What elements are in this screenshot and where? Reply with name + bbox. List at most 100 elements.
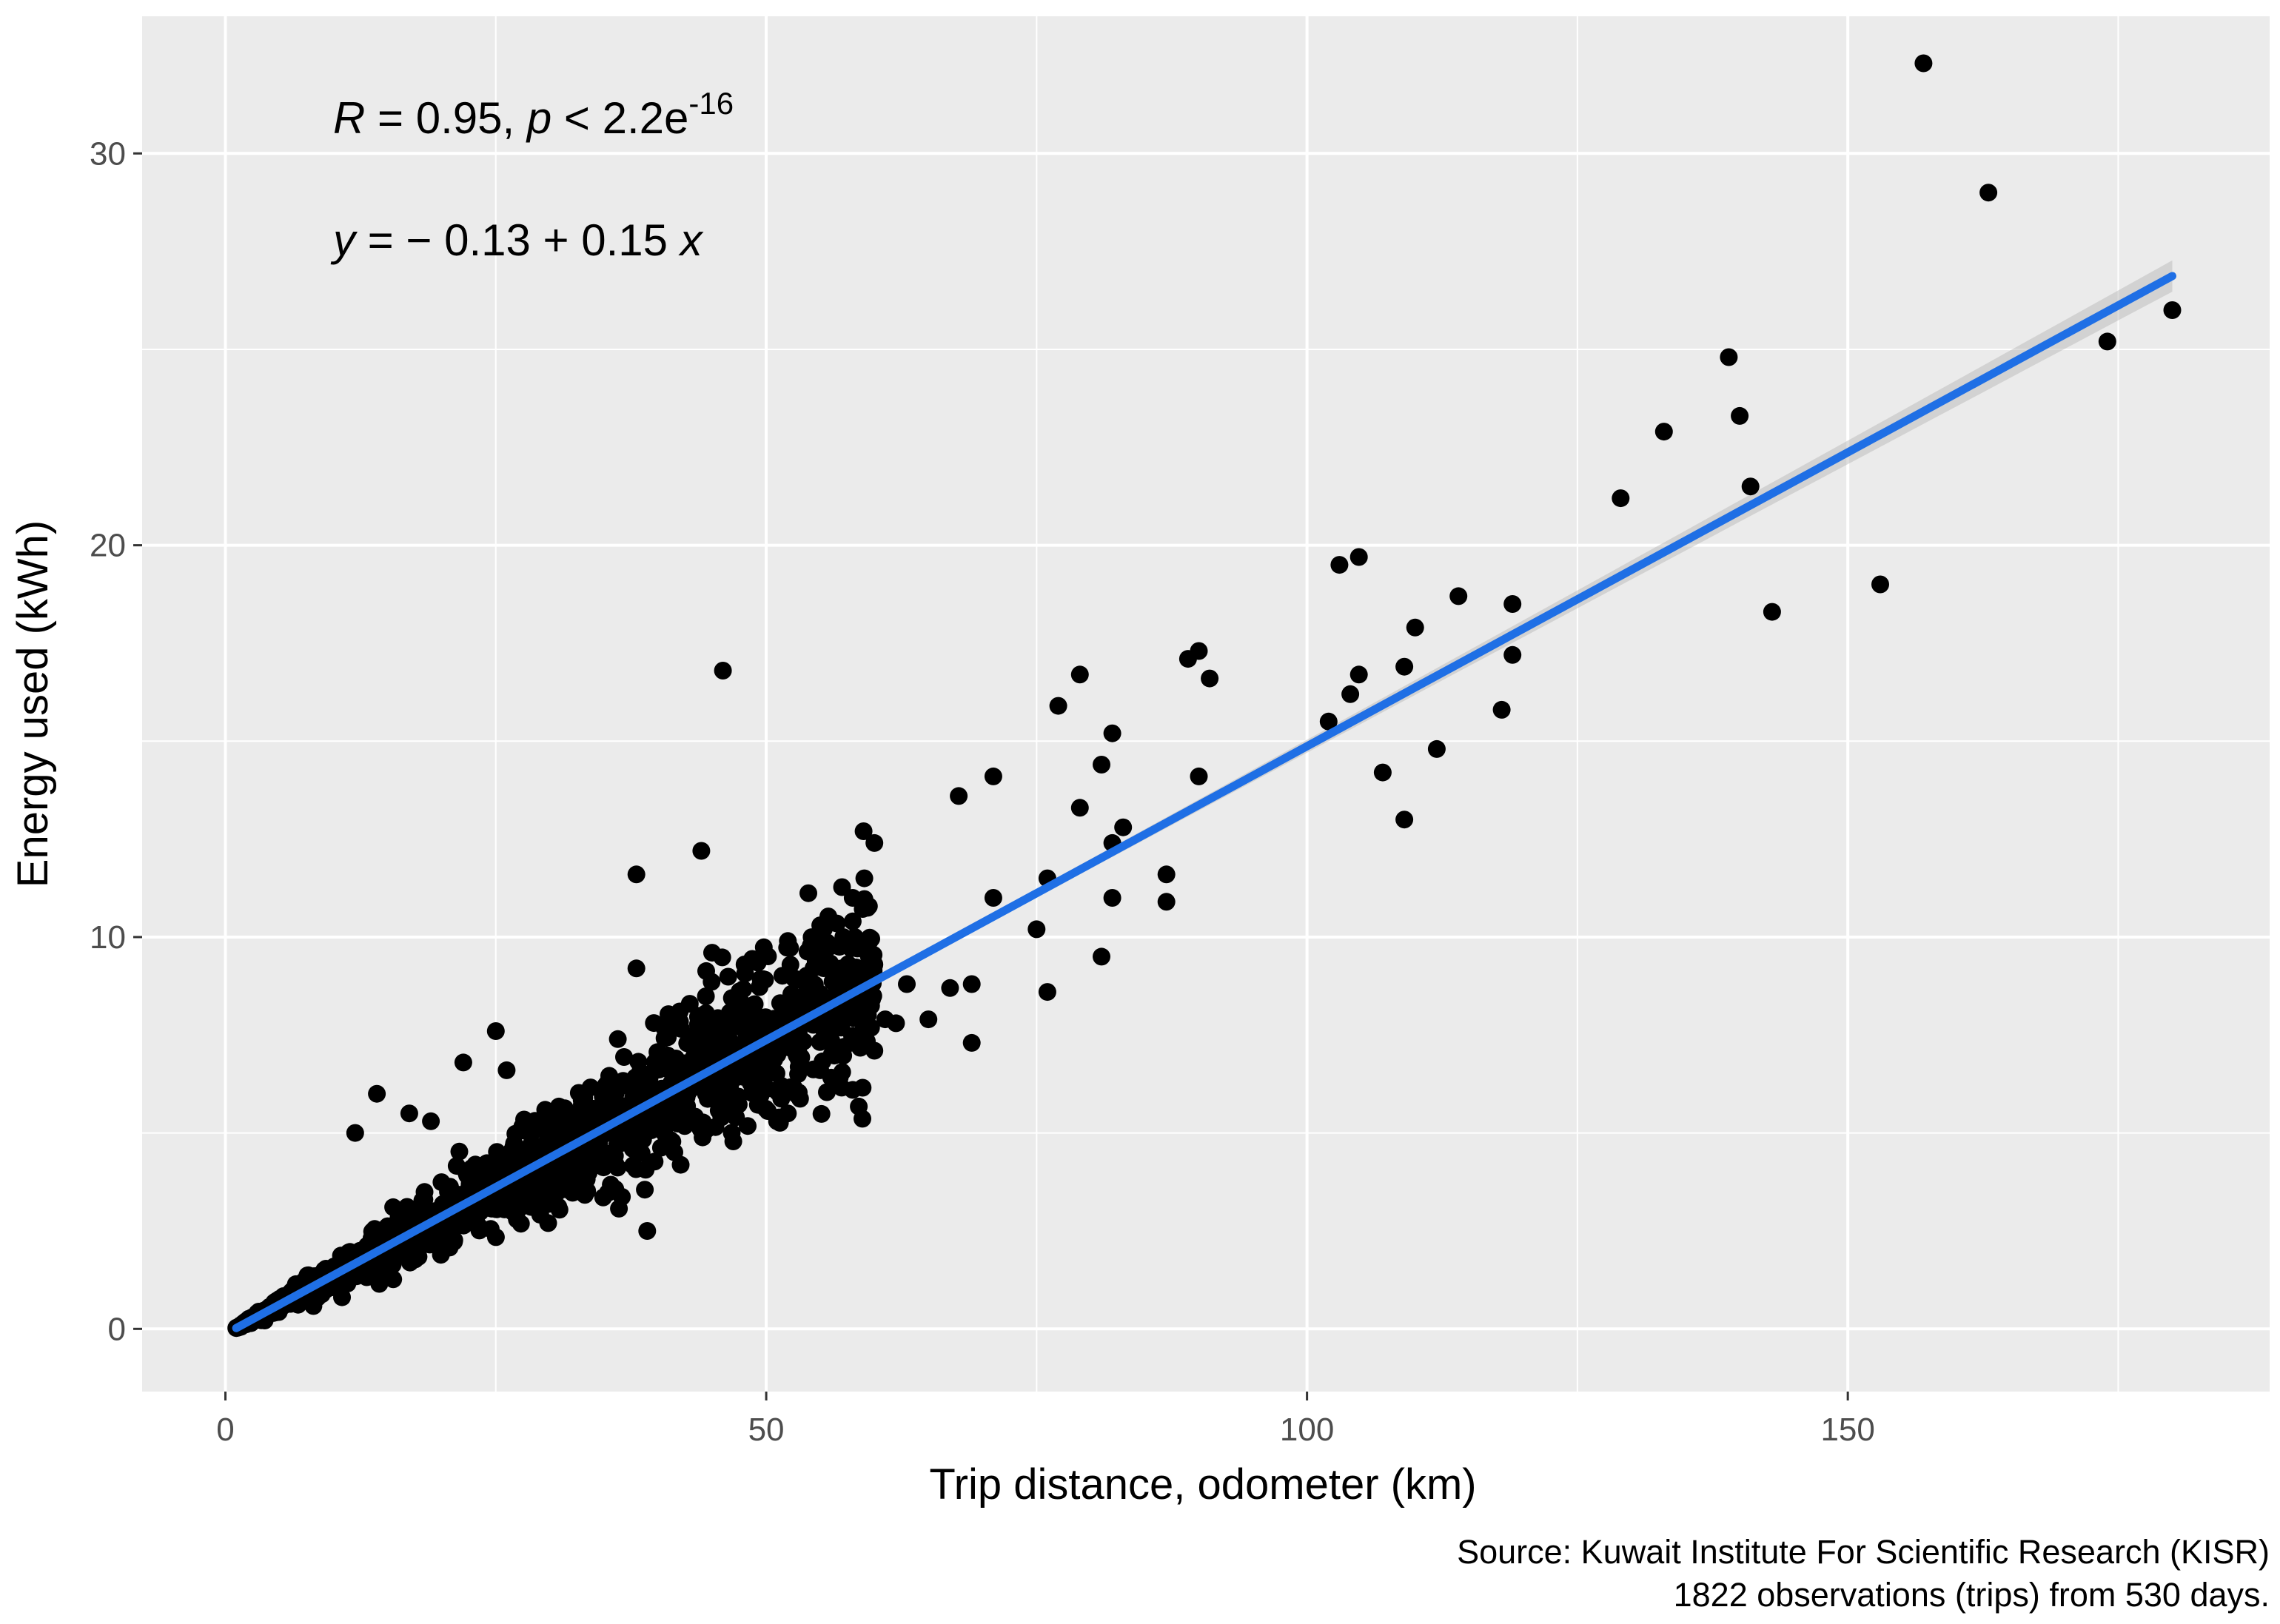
data-point — [553, 1119, 571, 1138]
p-value: < 2.2e — [551, 93, 688, 143]
data-point — [789, 1050, 808, 1068]
data-point — [754, 970, 773, 988]
data-point — [708, 1009, 727, 1027]
data-point — [432, 1246, 450, 1264]
minor-gridlines — [142, 16, 2270, 1392]
data-point — [623, 1078, 642, 1096]
data-point — [1341, 685, 1360, 703]
data-point — [796, 986, 814, 1004]
y-axis-ticks: 0 10 20 30 — [90, 135, 142, 1347]
data-point — [854, 822, 873, 840]
data-point — [1157, 893, 1176, 911]
data-point — [464, 1209, 483, 1228]
data-point — [962, 1033, 981, 1052]
data-point — [588, 1110, 606, 1128]
data-point — [703, 944, 721, 962]
data-point — [735, 956, 754, 973]
data-point — [346, 1124, 364, 1142]
data-point — [748, 1095, 767, 1114]
data-point — [512, 1215, 530, 1233]
data-point — [629, 1053, 648, 1071]
data-point — [962, 975, 981, 993]
data-point — [578, 1182, 597, 1200]
data-point — [984, 767, 1002, 785]
data-point — [610, 1199, 628, 1218]
data-point — [497, 1146, 516, 1164]
data-point — [843, 889, 862, 907]
data-point — [1449, 587, 1468, 605]
data-point — [854, 1110, 871, 1128]
data-point — [1330, 556, 1349, 574]
data-point — [731, 997, 750, 1016]
data-point — [719, 967, 737, 986]
data-point — [811, 1033, 829, 1051]
y-tick-label: 10 — [90, 919, 126, 956]
data-point — [450, 1142, 469, 1161]
data-point — [422, 1112, 440, 1130]
data-point — [400, 1249, 419, 1268]
data-point — [636, 1181, 654, 1199]
data-point — [445, 1231, 463, 1249]
data-point — [466, 1177, 484, 1195]
data-point — [542, 1164, 560, 1182]
data-point — [740, 1062, 759, 1080]
caption-source: Source: Kuwait Institute For Scientific … — [1457, 1533, 2270, 1571]
data-point — [1049, 697, 1067, 715]
data-point — [645, 1014, 663, 1033]
data-point — [1373, 763, 1392, 782]
data-point — [1871, 575, 1889, 594]
data-point — [368, 1084, 386, 1103]
data-point — [781, 956, 799, 974]
data-point — [699, 1050, 717, 1069]
x-axis-title: Trip distance, odometer (km) — [929, 1460, 1476, 1509]
x-tick-label: 100 — [1280, 1412, 1334, 1448]
data-point — [854, 999, 873, 1017]
data-point — [843, 912, 862, 930]
data-point — [398, 1208, 416, 1227]
data-point — [599, 1152, 617, 1171]
data-point — [748, 953, 767, 972]
data-point — [1349, 548, 1368, 566]
data-point — [520, 1137, 539, 1155]
data-point — [627, 865, 646, 884]
data-point — [606, 1180, 625, 1198]
data-point — [714, 662, 732, 680]
data-point — [941, 979, 959, 997]
data-point — [731, 982, 749, 1001]
data-point — [859, 899, 876, 917]
data-point — [579, 1150, 597, 1169]
data-point — [665, 1143, 683, 1161]
data-point — [563, 1184, 582, 1202]
data-point — [697, 987, 715, 1005]
data-point — [693, 1013, 711, 1032]
data-point — [729, 1095, 748, 1114]
data-point — [818, 1083, 836, 1101]
x-tick-label: 50 — [748, 1412, 785, 1448]
data-point — [745, 995, 764, 1013]
data-point — [1741, 477, 1760, 496]
data-point — [692, 842, 711, 860]
y-tick-label: 0 — [108, 1311, 126, 1347]
data-point — [608, 1030, 627, 1048]
data-point — [757, 1008, 775, 1027]
stats-annotation: R = 0.95, p < 2.2e-16 — [333, 86, 734, 143]
data-point — [1914, 54, 1933, 73]
data-point — [1503, 645, 1522, 664]
data-point — [620, 1125, 639, 1144]
data-point — [833, 1063, 851, 1081]
data-point — [806, 952, 825, 970]
data-point — [1319, 712, 1338, 731]
data-point — [984, 889, 1002, 907]
data-point — [1395, 657, 1414, 676]
data-point — [1190, 767, 1208, 785]
data-point — [1103, 724, 1121, 742]
data-point — [366, 1220, 384, 1238]
data-point — [1979, 184, 1998, 202]
data-point — [384, 1198, 403, 1216]
data-point — [697, 1080, 715, 1098]
data-point — [651, 1138, 670, 1157]
data-point — [919, 1010, 938, 1029]
data-point — [1731, 406, 1749, 425]
y-axis-title: Energy used (kWh) — [9, 520, 57, 888]
data-point — [454, 1053, 472, 1072]
